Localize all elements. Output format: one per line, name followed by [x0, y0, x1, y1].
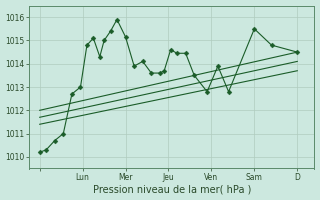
X-axis label: Pression niveau de la mer( hPa ): Pression niveau de la mer( hPa ) — [92, 184, 251, 194]
